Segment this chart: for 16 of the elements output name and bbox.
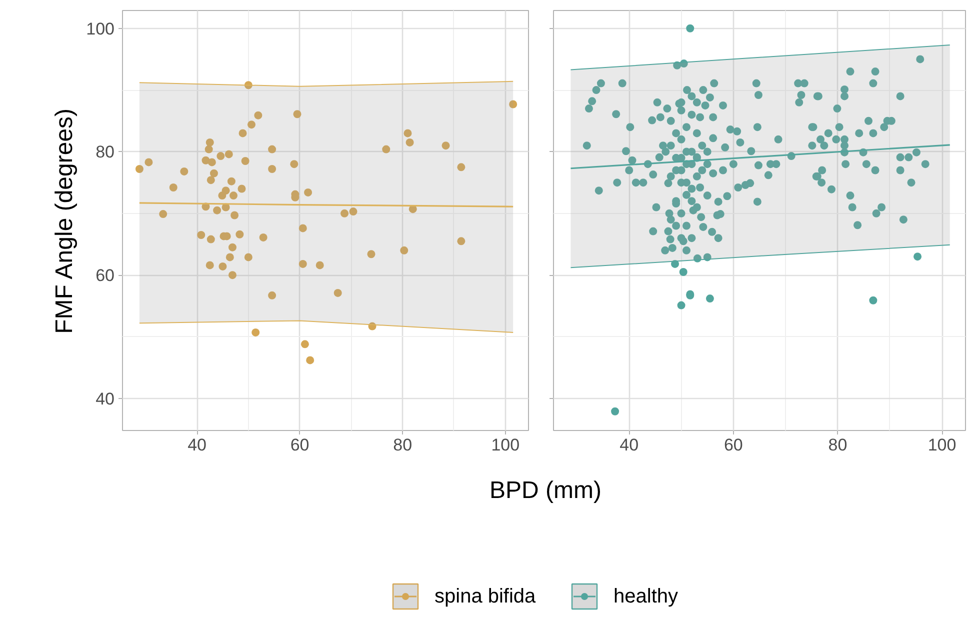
legend-label: healthy — [614, 586, 678, 608]
legend-label: spina bifida — [434, 586, 537, 608]
x-tick-label: 60 — [290, 436, 310, 454]
x-tick-label: 100 — [928, 436, 956, 454]
x-tick-label: 80 — [393, 436, 412, 454]
x-tick-label: 80 — [828, 436, 848, 454]
y-tick-label: 60 — [96, 266, 115, 286]
x-tick-label: 60 — [724, 436, 743, 454]
x-tick-label: 100 — [491, 436, 520, 454]
y-tick-label: 80 — [96, 142, 115, 162]
y-tick-label: 40 — [96, 389, 115, 408]
x-tick-label: 40 — [188, 436, 206, 454]
y-axis-title: FMF Angle (degrees) — [51, 108, 78, 334]
x-tick-label: 40 — [620, 436, 639, 454]
y-tick-label: 100 — [86, 19, 115, 38]
x-axis-title: BPD (mm) — [490, 477, 602, 504]
